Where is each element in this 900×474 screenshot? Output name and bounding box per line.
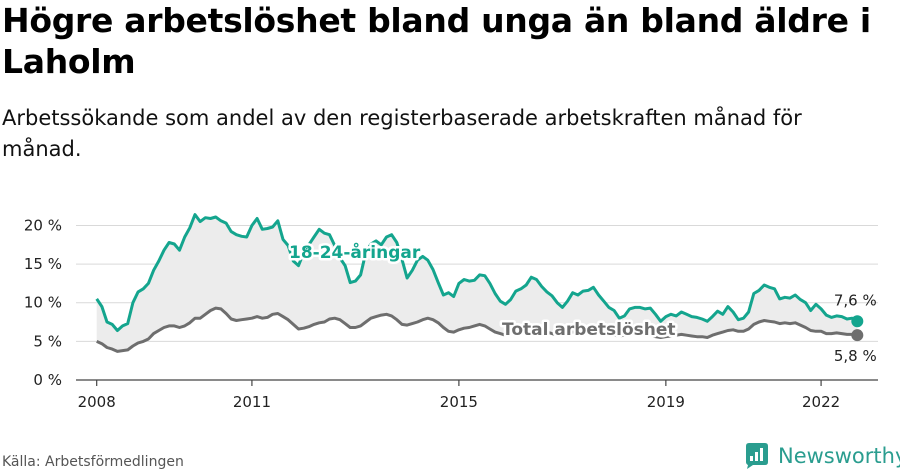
series-lines: [95, 213, 864, 353]
total-line-end-marker: [851, 329, 864, 342]
y-tick-label: 20 %: [24, 216, 62, 234]
x-tick-label: 2011: [233, 393, 271, 411]
source-note: Källa: Arbetsförmedlingen: [2, 454, 184, 470]
newsworthy-logo-icon: [746, 443, 768, 469]
youth-series-label: 18-24-åringar: [289, 241, 421, 263]
y-tick-label: 0 %: [33, 371, 62, 389]
total-end-label: 5,8 %: [834, 347, 877, 365]
x-tick-label: 2022: [802, 393, 840, 411]
youth-line-end-marker: [851, 315, 864, 328]
page-title: Högre arbetslöshet bland unga än bland ä…: [2, 1, 871, 81]
total-series-label: Total arbetslöshet: [502, 320, 676, 340]
y-tick-label: 5 %: [33, 332, 62, 350]
youth-series-label-halo: 18-24-åringar: [289, 241, 421, 263]
total-line: [96, 306, 858, 353]
y-tick-label: 15 %: [24, 255, 62, 273]
total-series-label-halo: Total arbetslöshet: [502, 320, 676, 340]
axes: 0 % 5 % 10 % 15 % 20 % 2008 2011 2015 2019 2022: [24, 216, 878, 411]
x-tick-label: 2015: [440, 393, 478, 411]
youth-end-label: 7,6 %: [834, 291, 877, 309]
x-tick-label: 2008: [78, 393, 116, 411]
brand-logo[interactable]: Newsworthy: [744, 441, 900, 471]
brand-name: Newsworthy: [778, 444, 900, 468]
y-tick-label: 10 %: [24, 294, 62, 312]
x-tick-label: 2019: [647, 393, 685, 411]
youth-line: [95, 213, 859, 332]
page-subtitle: Arbetssökande som andel av den registerb…: [2, 106, 802, 161]
